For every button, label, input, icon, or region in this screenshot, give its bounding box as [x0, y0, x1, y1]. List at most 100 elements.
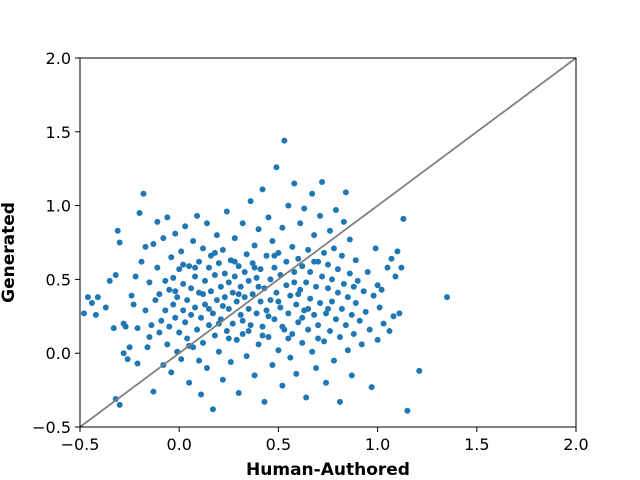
data-point — [205, 322, 212, 329]
data-point — [196, 258, 203, 265]
data-point — [215, 260, 222, 267]
data-point — [198, 314, 205, 321]
data-point — [221, 294, 228, 301]
data-point — [138, 258, 145, 265]
data-point — [134, 360, 141, 367]
data-point — [321, 338, 328, 345]
data-point — [340, 218, 347, 225]
y-tick-label: 0.5 — [46, 270, 71, 289]
data-point — [166, 286, 173, 293]
data-point — [321, 249, 328, 256]
data-point — [309, 348, 316, 355]
data-point — [116, 239, 123, 246]
data-point — [297, 220, 304, 227]
data-point — [116, 401, 123, 408]
data-point — [176, 329, 183, 336]
data-point — [315, 335, 322, 342]
data-point — [172, 288, 179, 295]
data-point — [257, 298, 264, 305]
data-point — [188, 311, 195, 318]
data-point — [237, 311, 244, 318]
data-point — [221, 270, 228, 277]
data-point — [180, 307, 187, 314]
data-point — [287, 354, 294, 361]
data-point — [338, 252, 345, 259]
x-tick-label: 2.0 — [563, 435, 588, 454]
data-point — [311, 311, 318, 318]
data-point — [146, 333, 153, 340]
data-point — [346, 270, 353, 277]
data-point — [146, 279, 153, 286]
data-point — [259, 332, 266, 339]
data-point — [247, 322, 254, 329]
data-point — [265, 214, 272, 221]
data-point — [142, 307, 149, 314]
data-point — [394, 248, 401, 255]
data-point — [142, 243, 149, 250]
data-point — [346, 236, 353, 243]
data-point — [372, 245, 379, 252]
data-point — [319, 273, 326, 280]
data-point — [245, 305, 252, 312]
data-point — [287, 292, 294, 299]
data-point — [354, 277, 361, 284]
data-point — [350, 331, 357, 338]
data-point — [88, 300, 95, 307]
data-point — [150, 240, 157, 247]
data-point — [178, 356, 185, 363]
data-point — [192, 304, 199, 311]
data-point — [148, 322, 155, 329]
data-point — [239, 331, 246, 338]
identity-reference-line — [79, 57, 577, 428]
data-point — [247, 198, 254, 205]
data-point — [344, 347, 351, 354]
data-point — [168, 369, 175, 376]
data-point — [235, 263, 242, 270]
data-point — [291, 269, 298, 276]
data-point — [348, 311, 355, 318]
data-point — [279, 224, 286, 231]
data-point — [158, 317, 165, 324]
data-point — [239, 317, 246, 324]
y-tick-label: 1.5 — [46, 123, 71, 142]
data-point — [263, 307, 270, 314]
data-point — [162, 277, 169, 284]
data-point — [392, 273, 399, 280]
data-point — [299, 314, 306, 321]
data-point — [311, 232, 318, 239]
data-point — [229, 289, 236, 296]
data-point — [215, 348, 222, 355]
data-point — [170, 301, 177, 308]
data-point — [388, 255, 395, 262]
data-point — [178, 248, 185, 255]
data-point — [251, 242, 258, 249]
data-point — [277, 304, 284, 311]
x-tick-label: 1.5 — [464, 435, 489, 454]
data-point — [332, 207, 339, 214]
data-point — [303, 279, 310, 286]
data-point — [245, 277, 252, 284]
data-point — [168, 254, 175, 261]
data-point — [356, 317, 363, 324]
data-point — [271, 252, 278, 259]
data-point — [400, 215, 407, 222]
data-point — [309, 190, 316, 197]
data-point — [140, 190, 147, 197]
data-point — [271, 264, 278, 271]
data-point — [305, 246, 312, 253]
data-point — [336, 398, 343, 405]
data-point — [120, 350, 127, 357]
data-point — [223, 208, 230, 215]
data-point — [225, 305, 232, 312]
data-point — [273, 164, 280, 171]
data-point — [186, 379, 193, 386]
data-point — [188, 285, 195, 292]
data-point — [350, 283, 357, 290]
data-point — [444, 294, 451, 301]
y-axis-label: Generated — [0, 202, 19, 303]
data-point — [295, 291, 302, 298]
data-point — [273, 289, 280, 296]
data-point — [374, 282, 381, 289]
data-point — [325, 261, 331, 268]
data-point — [132, 273, 139, 280]
